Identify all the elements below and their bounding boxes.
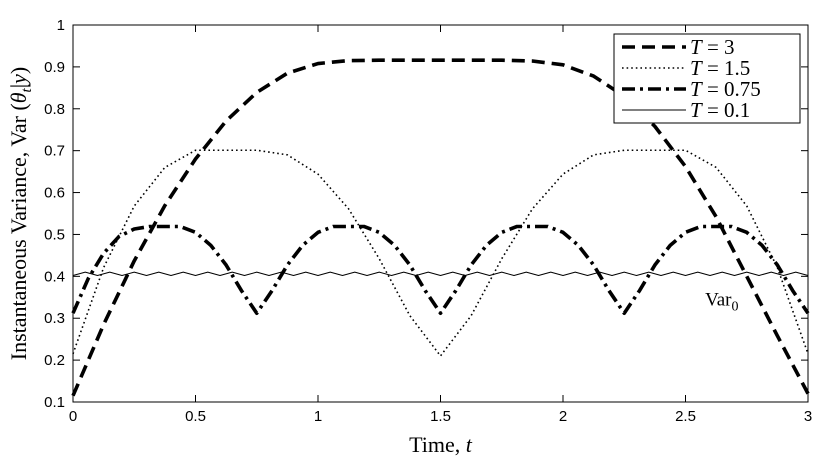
series-line-2 [72,149,809,357]
y-tick-label: 1 [57,17,65,34]
x-tick-label: 2.5 [675,408,696,425]
x-axis-label: Time, t [409,432,473,457]
y-tick-label: 0.4 [44,268,65,285]
series-line-3 [71,224,810,315]
y-tick-label: 0.6 [44,185,65,202]
legend-label-3: T = 0.75 [690,77,761,101]
y-tick-label: 0.5 [44,226,65,243]
series-line-1 [71,58,810,397]
y-axis-label: Instantaneous Variance, Var (θt|y) [6,67,35,360]
legend-box [613,33,801,124]
y-tick-label: 0.8 [44,101,65,118]
legend-label-4: T = 0.1 [690,98,750,122]
legend-label-2: T = 1.5 [690,56,750,80]
legend-label-1: T = 3 [690,35,735,59]
x-tick-label: 3 [804,408,812,425]
y-tick-label: 0.1 [44,394,65,411]
y-tick-label: 0.9 [44,59,65,76]
annotation-label: Var0 [705,290,738,315]
series-line-4 [72,271,809,276]
x-tick-label: 0.5 [185,408,206,425]
y-tick-label: 0.7 [44,143,65,160]
x-tick-label: 2 [559,408,567,425]
x-tick-label: 1 [314,408,322,425]
y-tick-label: 0.2 [44,352,65,369]
y-tick-label: 0.3 [44,310,65,327]
x-tick-label: 0 [69,408,77,425]
x-tick-label: 1.5 [430,408,451,425]
